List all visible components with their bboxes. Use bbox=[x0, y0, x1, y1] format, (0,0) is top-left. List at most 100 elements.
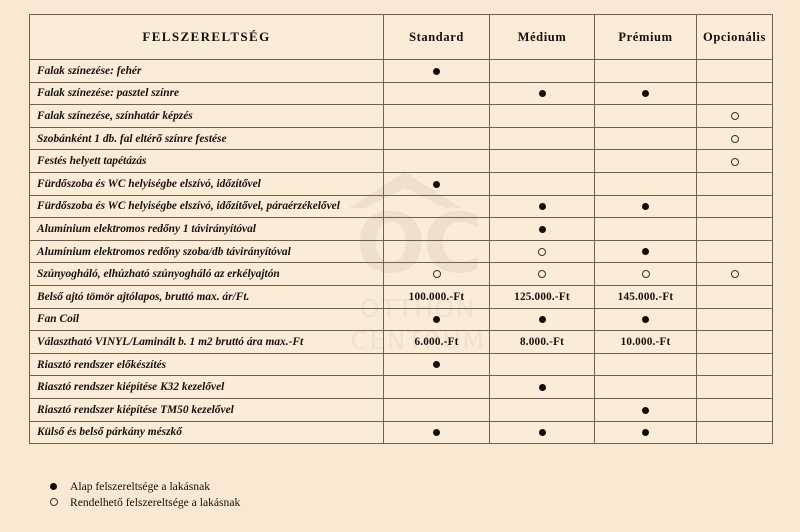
table-row: Választható VINYL/Laminált b. 1 m2 brutt… bbox=[29, 330, 773, 354]
filled-dot-icon bbox=[433, 67, 440, 75]
table-row: Alumínium elektromos redőny 1 távirányít… bbox=[29, 217, 773, 241]
filled-dot-icon bbox=[433, 180, 440, 188]
cell-standard-empty bbox=[383, 375, 490, 399]
cell-medium-marker bbox=[489, 307, 595, 332]
table-row: Festés helyett tapétázás bbox=[29, 149, 773, 173]
filled-dot-icon bbox=[642, 429, 649, 437]
feature-label: Fürdőszoba és WC helyiségbe elszívó, idő… bbox=[29, 194, 384, 219]
legend: Alap felszereltsége a lakásnak Rendelhető… bbox=[48, 478, 240, 510]
column-header-optional: Opcionális bbox=[696, 14, 773, 60]
cell-standard-empty bbox=[383, 149, 490, 173]
cell-standard-marker bbox=[383, 171, 490, 196]
table-header-row: FELSZERELTSÉG Standard Médium Prémium Op… bbox=[29, 14, 773, 60]
feature-label: Alumínium elektromos redőny szoba/db táv… bbox=[29, 239, 384, 264]
cell-medium-empty bbox=[489, 352, 595, 377]
cell-standard-empty bbox=[383, 126, 490, 151]
cell-standard-price: 6.000.-Ft bbox=[383, 330, 490, 354]
legend-item: Rendelhető felszereltsége a lakásnak bbox=[48, 494, 240, 510]
cell-medium-empty bbox=[489, 397, 595, 422]
cell-premium-price: 145.000.-Ft bbox=[594, 284, 697, 309]
feature-label: Falak színezése: pasztel színre bbox=[29, 81, 384, 106]
hollow-circle-icon bbox=[730, 112, 739, 121]
table-row: Riasztó rendszer kiépítése TM50 kezelőve… bbox=[29, 397, 773, 422]
table-row: Falak színezése: fehér bbox=[29, 59, 773, 83]
cell-optional-marker bbox=[696, 262, 773, 286]
filled-dot-icon bbox=[642, 316, 649, 324]
cell-premium-empty bbox=[594, 126, 697, 151]
table-row: Szúnyogháló, elhúzható szúnyogháló az er… bbox=[29, 262, 773, 286]
cell-premium-marker bbox=[594, 239, 697, 264]
cell-premium-empty bbox=[594, 59, 697, 83]
cell-medium-empty bbox=[489, 171, 595, 196]
cell-medium-marker bbox=[489, 375, 595, 399]
cell-premium-empty bbox=[594, 171, 697, 196]
cell-medium-marker bbox=[489, 194, 595, 219]
cell-standard-marker bbox=[383, 420, 490, 445]
feature-label: Falak színezése: fehér bbox=[29, 59, 384, 83]
cell-standard-marker bbox=[383, 307, 490, 332]
cell-premium-empty bbox=[594, 149, 697, 173]
cell-optional-empty bbox=[696, 194, 773, 219]
table-row: Riasztó rendszer előkészítés bbox=[29, 352, 773, 377]
feature-label: Riasztó rendszer kiépítése TM50 kezelőve… bbox=[29, 397, 384, 422]
table-body: Falak színezése: fehér Falak színezése: p… bbox=[29, 59, 773, 445]
cell-standard-marker bbox=[383, 262, 490, 286]
cell-optional-empty bbox=[696, 420, 773, 445]
cell-premium-empty bbox=[594, 217, 697, 241]
filled-dot-icon bbox=[433, 361, 440, 369]
legend-item: Alap felszereltsége a lakásnak bbox=[48, 478, 240, 494]
cell-optional-empty bbox=[696, 352, 773, 377]
cell-medium-empty bbox=[489, 104, 595, 128]
table-row: Falak színezése, színhatár képzés bbox=[29, 104, 773, 128]
cell-standard-empty bbox=[383, 81, 490, 106]
filled-dot-icon bbox=[538, 203, 546, 211]
cell-medium-marker bbox=[489, 81, 595, 106]
legend-symbol bbox=[48, 477, 70, 495]
cell-optional-empty bbox=[696, 171, 773, 196]
filled-dot-icon bbox=[538, 383, 546, 391]
table-row: Szobánként 1 db. fal eltérő színre festé… bbox=[29, 126, 773, 151]
table-row: Belső ajtó tömör ajtólapos, bruttó max. … bbox=[29, 284, 773, 309]
cell-standard-empty bbox=[383, 239, 490, 264]
cell-optional-marker bbox=[696, 149, 773, 173]
feature-label: Riasztó rendszer előkészítés bbox=[29, 352, 384, 377]
cell-premium-marker bbox=[594, 262, 697, 286]
cell-medium-marker bbox=[489, 217, 595, 241]
feature-label: Belső ajtó tömör ajtólapos, bruttó max. … bbox=[29, 284, 384, 309]
table-row: Fürdőszoba és WC helyiségbe elszívó, idő… bbox=[29, 194, 773, 219]
feature-label: Választható VINYL/Laminált b. 1 m2 brutt… bbox=[29, 330, 384, 354]
cell-optional-empty bbox=[696, 217, 773, 241]
cell-standard-empty bbox=[383, 397, 490, 422]
feature-label: Szobánként 1 db. fal eltérő színre festé… bbox=[29, 126, 384, 151]
cell-standard-marker bbox=[383, 59, 490, 83]
cell-standard-price: 100.000.-Ft bbox=[383, 284, 490, 309]
feature-label: Külső és belső párkány mészkő bbox=[29, 420, 384, 445]
hollow-circle-icon bbox=[730, 157, 739, 166]
cell-medium-price: 125.000.-Ft bbox=[489, 284, 595, 309]
filled-dot-icon bbox=[642, 203, 649, 211]
cell-optional-empty bbox=[696, 59, 773, 83]
cell-premium-empty bbox=[594, 352, 697, 377]
filled-dot-icon bbox=[538, 225, 546, 233]
cell-optional-empty bbox=[696, 330, 773, 354]
table-row: Alumínium elektromos redőny szoba/db táv… bbox=[29, 239, 773, 264]
hollow-circle-icon bbox=[730, 134, 739, 143]
table-row: Fürdőszoba és WC helyiségbe elszívó, idő… bbox=[29, 171, 773, 196]
filled-dot-icon bbox=[433, 316, 440, 324]
table-row: Riasztó rendszer kiépítése K32 kezelővel bbox=[29, 375, 773, 399]
cell-optional-empty bbox=[696, 397, 773, 422]
hollow-circle-icon bbox=[50, 498, 58, 507]
legend-label: Alap felszereltsége a lakásnak bbox=[70, 479, 211, 493]
cell-optional-empty bbox=[696, 375, 773, 399]
cell-premium-marker bbox=[594, 307, 697, 332]
column-header-standard: Standard bbox=[383, 14, 490, 60]
legend-label: Rendelhető felszereltsége a lakásnak bbox=[70, 495, 241, 509]
hollow-circle-icon bbox=[641, 270, 650, 279]
cell-premium-price: 10.000.-Ft bbox=[594, 330, 697, 354]
cell-standard-marker bbox=[383, 352, 490, 377]
cell-medium-marker bbox=[489, 239, 595, 264]
filled-dot-icon bbox=[642, 90, 649, 98]
table-header: FELSZERELTSÉG Standard Médium Prémium Op… bbox=[29, 14, 773, 60]
cell-premium-empty bbox=[594, 375, 697, 399]
cell-premium-empty bbox=[594, 104, 697, 128]
